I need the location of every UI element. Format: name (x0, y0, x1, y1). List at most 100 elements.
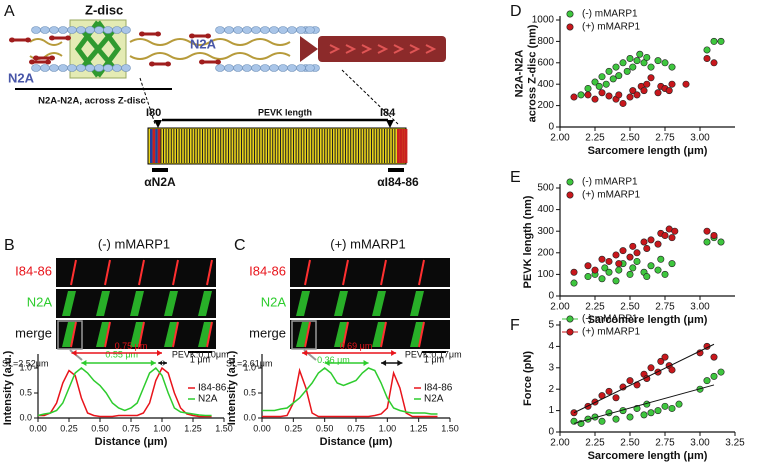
n2a-band (164, 322, 178, 347)
y-tick-label: 0.5 (19, 387, 32, 397)
domain-stripe (150, 129, 153, 163)
y-tick-label: 0.5 (243, 387, 256, 397)
myosin-head (409, 44, 421, 54)
point (598, 255, 606, 263)
point (570, 417, 578, 425)
x-tick-label: 0.50 (91, 423, 109, 433)
point (668, 366, 676, 374)
point (710, 37, 718, 45)
point (717, 37, 725, 45)
domain-stripe (293, 129, 294, 163)
domain-stripe (217, 129, 219, 163)
ig-domain (305, 64, 315, 72)
domain-stripe (246, 129, 248, 163)
i84-band (380, 259, 387, 286)
point (584, 273, 592, 281)
point (612, 251, 620, 259)
point (626, 55, 634, 63)
point (654, 240, 662, 248)
annotation: SL=2.52μm (2, 358, 48, 368)
y-tick-label: 0.0 (243, 412, 256, 422)
ig-domain (76, 64, 86, 72)
domain-stripe (215, 129, 216, 163)
point (570, 279, 578, 287)
roi-box (57, 320, 83, 350)
point (615, 91, 623, 99)
i84-band (418, 321, 425, 348)
x-tick-label: 0.00 (253, 423, 271, 433)
domain-stripe (332, 129, 333, 163)
n2a-band (372, 291, 386, 316)
legend-swatch (566, 315, 574, 323)
legend-label: (+) mMARP1 (582, 190, 641, 201)
domain-stripe (290, 129, 292, 163)
domain-stripe (339, 129, 341, 163)
domain-stripe (212, 129, 214, 163)
legend-label: (-) mMARP1 (582, 177, 638, 188)
domain-stripe (204, 129, 206, 163)
domain-stripe (358, 129, 359, 163)
actin-head (29, 59, 35, 65)
domain-stripe (355, 129, 357, 163)
n2a-band (198, 291, 212, 316)
i84-band (172, 259, 179, 286)
domain-stripe (176, 129, 177, 163)
n2a-band (130, 322, 144, 347)
ig-domain (278, 26, 288, 34)
n2a-band (372, 322, 386, 347)
actin-head (199, 59, 205, 65)
arrow-head (324, 360, 369, 366)
x-tick-label: 1.50 (215, 423, 233, 433)
myosin-head (361, 44, 373, 54)
ig-domain (49, 64, 59, 72)
ig-domain (94, 64, 104, 72)
domain-stripe (397, 129, 400, 163)
domain-stripe (306, 129, 307, 163)
n2a-band (334, 322, 348, 347)
domain-stripe (376, 129, 378, 163)
annotation: 0.55 μm (105, 349, 138, 359)
x-tick-label: 1.25 (184, 423, 202, 433)
ig-domain (76, 26, 86, 34)
x-tick-label: 0.75 (347, 423, 365, 433)
row-label: merge (15, 325, 52, 340)
y-tick-label: 2 (548, 384, 554, 395)
ig-domain (121, 64, 131, 72)
i84-band (104, 259, 111, 286)
x-tick-label: 2.50 (620, 302, 640, 313)
point (661, 353, 669, 361)
domain-stripe (157, 129, 161, 163)
domain-stripe (321, 129, 323, 163)
domain-stripe (261, 129, 263, 163)
n2a-band (62, 322, 76, 347)
point (717, 368, 725, 376)
point (647, 236, 655, 244)
x-tick-label: 2.25 (585, 133, 605, 144)
point (643, 273, 651, 281)
ig-domain (260, 64, 270, 72)
panel-label: B (4, 237, 15, 254)
point (605, 257, 613, 265)
x-tick-label: 2.75 (655, 133, 675, 144)
annotation: PEVK:0.17μm (405, 349, 462, 359)
domain-stripe (391, 129, 393, 163)
point (710, 353, 718, 361)
micrographs: (-) mMARP1 I84-86 N2A merge 1 μm (+) mMARP1 I8… (15, 236, 450, 364)
legend-swatch (566, 10, 574, 18)
ig-domain (233, 26, 243, 34)
x-tick-label: 2.00 (550, 302, 570, 313)
domain-stripe (220, 129, 222, 163)
domain-stripe (316, 129, 318, 163)
titin-beads (9, 26, 437, 72)
y-tick-label: 0 (548, 122, 554, 133)
n2a-band (296, 291, 310, 316)
point (665, 87, 673, 95)
ig-domain (224, 26, 234, 34)
domain-stripe (386, 129, 388, 163)
row-label: I84-86 (15, 263, 52, 278)
domain-stripe (300, 129, 302, 163)
y-axis-label: across Z-disc (nm) (526, 24, 538, 122)
x-tick-label: 0.75 (122, 423, 140, 433)
panel-label: D (510, 3, 522, 20)
ig-domain (296, 26, 306, 34)
